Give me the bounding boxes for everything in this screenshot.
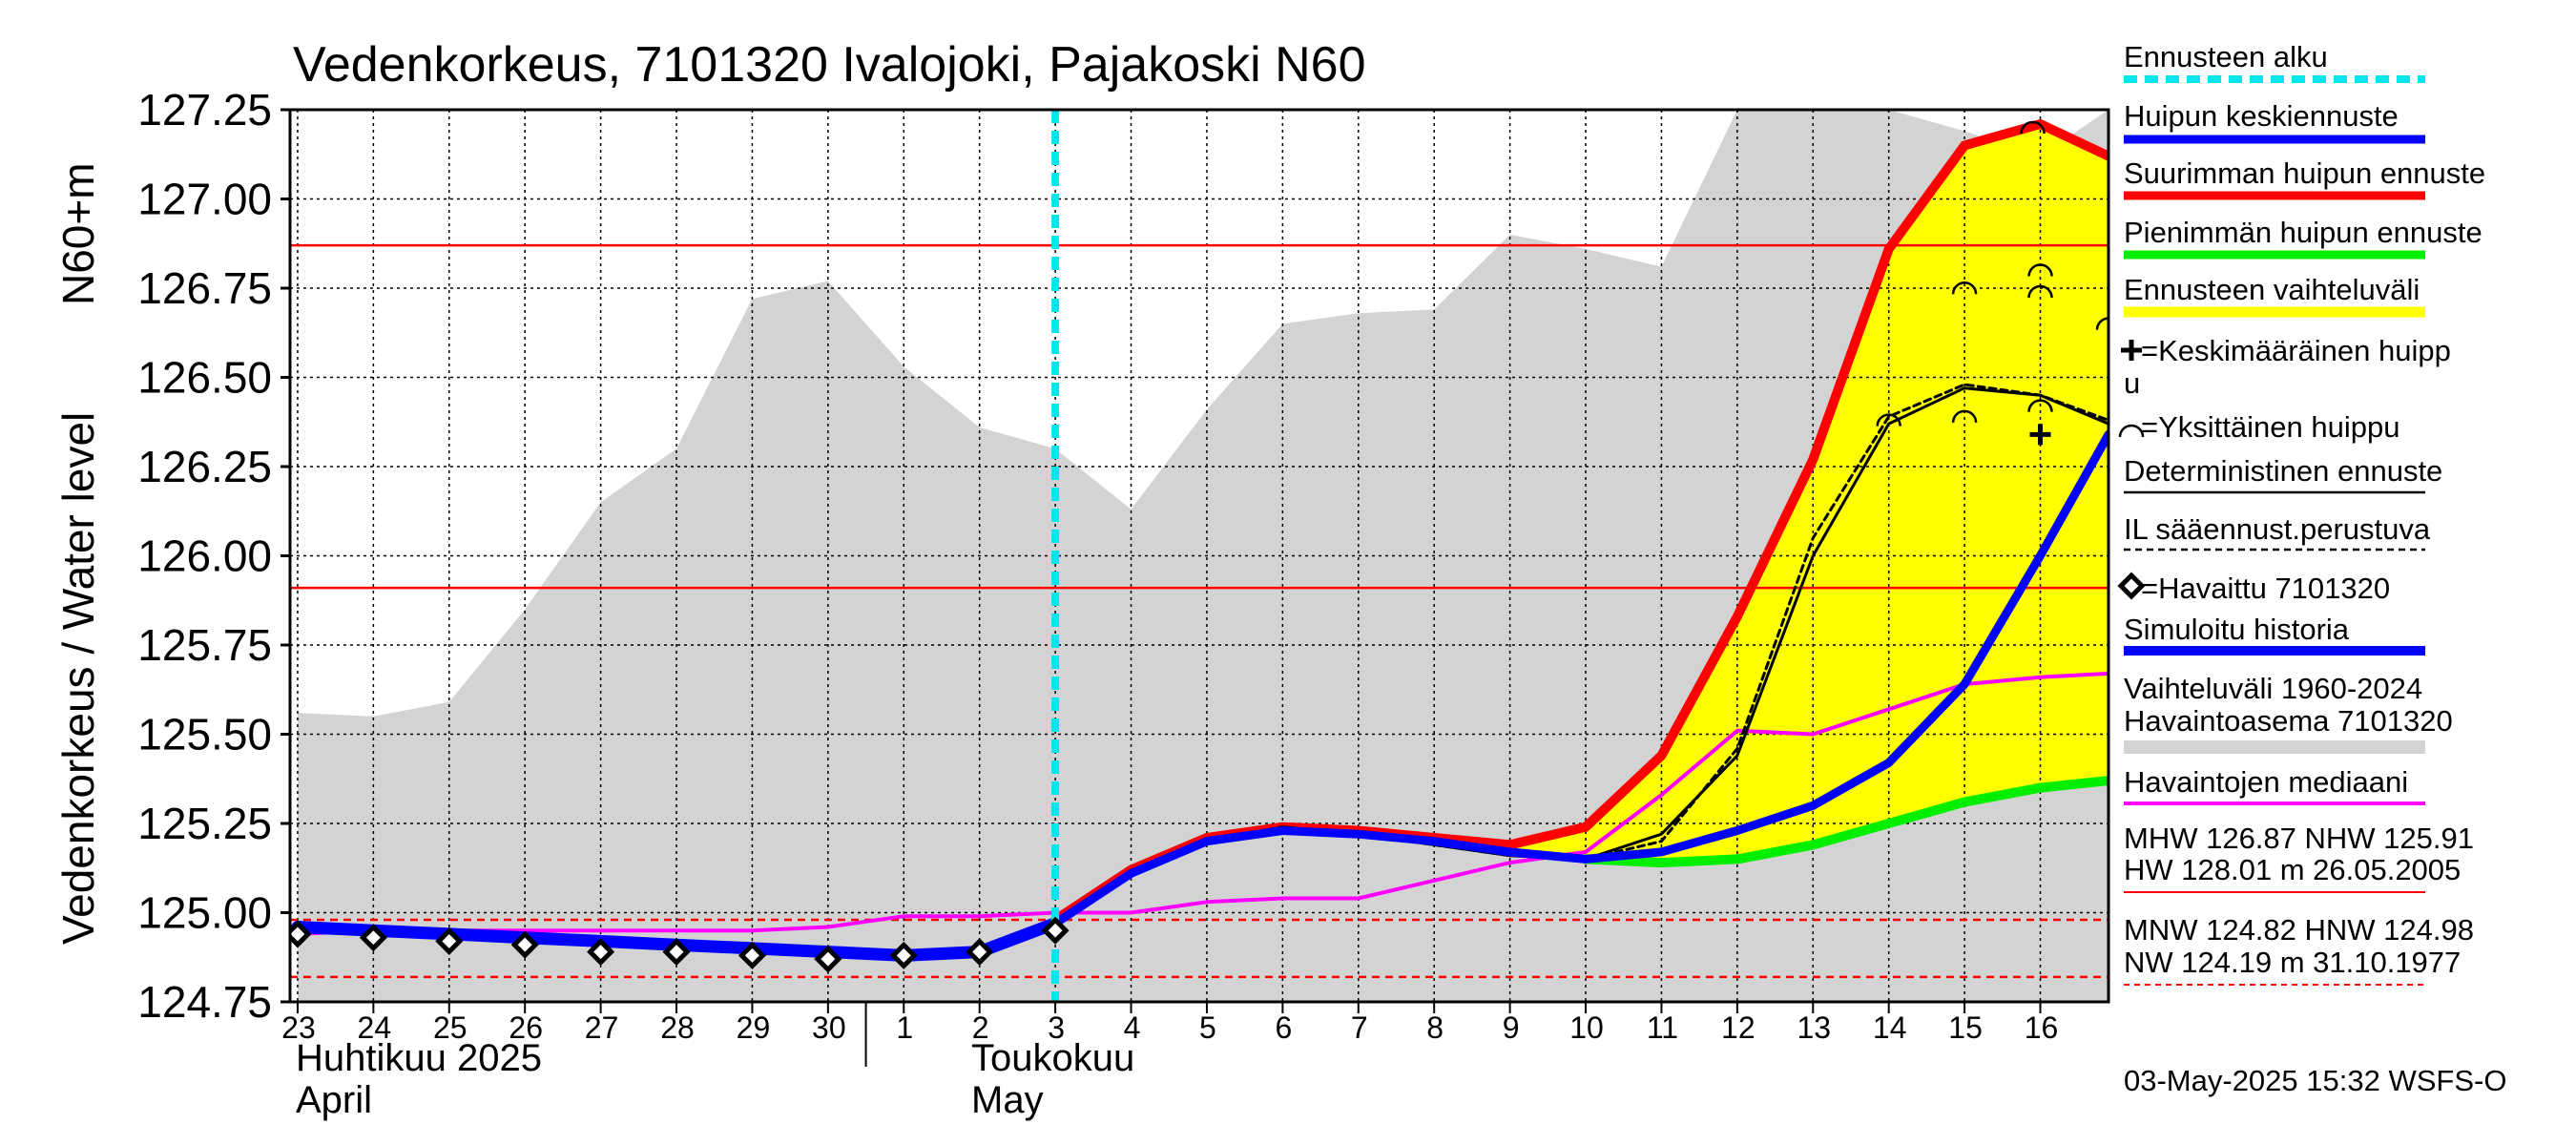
individual-peak-marker <box>2097 97 2120 109</box>
y-tick-label: 126.00 <box>137 531 272 581</box>
x-tick-label: 5 <box>1199 1010 1216 1045</box>
y-tick-label: 127.25 <box>137 85 272 135</box>
individual-peak-marker <box>2027 263 2053 277</box>
observed-point <box>889 941 918 969</box>
legend-label: Deterministinen ennuste <box>2124 454 2442 488</box>
x-tick-label: 8 <box>1426 1010 1444 1045</box>
legend-label: =Keskimääräinen huipp <box>2141 334 2451 367</box>
y-axis-label: Vedenkorkeus / Water level <box>53 412 103 945</box>
legend-individual-peak-marker <box>2118 424 2145 438</box>
x-tick-label: 30 <box>812 1010 846 1045</box>
x-tick-label: 13 <box>1797 1010 1831 1045</box>
axes: 124.75 125.00 125.25 125.50 125.75 126.00 126.… <box>137 85 2110 1121</box>
plot-area <box>290 97 2120 1002</box>
y-tick-label: 125.50 <box>137 710 272 760</box>
y-axis-unit-label: N60+m <box>53 162 103 305</box>
x-tick-label: 16 <box>2025 1010 2059 1045</box>
individual-peak-marker <box>2027 399 2053 412</box>
y-tick-label: 127.00 <box>137 175 272 224</box>
observed-point <box>662 938 691 967</box>
legend-label: Havaintoasema 7101320 <box>2124 704 2453 738</box>
legend-label: Simuloitu historia <box>2124 613 2350 646</box>
month-label-en: May <box>971 1079 1044 1121</box>
individual-peak-marker <box>1876 413 1901 427</box>
legend-label: Huipun keskiennuste <box>2124 99 2399 133</box>
x-tick-label: 10 <box>1569 1010 1604 1045</box>
x-tick-label: 7 <box>1351 1010 1368 1045</box>
legend-label: Ennusteen vaihteluväli <box>2124 273 2420 306</box>
legend: Ennusteen alku Huipun keskiennuste Suurimm… <box>2117 40 2485 986</box>
legend-label: MHW 126.87 NHW 125.91 <box>2124 822 2474 855</box>
x-tick-label: 29 <box>737 1010 771 1045</box>
x-tick-label: 25 <box>433 1010 467 1045</box>
legend-label: Vaihteluväli 1960-2024 <box>2124 672 2422 705</box>
y-tick-label: 126.25 <box>137 442 272 491</box>
mean-peak-marker <box>2029 424 2051 446</box>
individual-peak-marker <box>1951 409 1978 424</box>
observed-point <box>1041 916 1070 945</box>
timestamp-label: 03-May-2025 15:32 WSFS-O <box>2124 1064 2506 1097</box>
x-tick-label: 27 <box>585 1010 619 1045</box>
x-tick-label: 1 <box>896 1010 913 1045</box>
observed-point <box>587 938 615 967</box>
y-tick-label: 125.00 <box>137 888 272 938</box>
month-label-en: April <box>296 1079 372 1121</box>
legend-label: Ennusteen alku <box>2124 40 2328 73</box>
x-tick-label: 9 <box>1503 1010 1520 1045</box>
chart-title: Vedenkorkeus, 7101320 Ivalojoki, Pajakos… <box>293 37 1366 93</box>
observed-point <box>737 941 766 969</box>
legend-mean-peak-marker <box>2121 340 2142 361</box>
legend-label: MNW 124.82 HNW 124.98 <box>2124 913 2474 947</box>
legend-label: IL sääennust.perustuva <box>2124 512 2431 546</box>
individual-peak-marker <box>2027 284 2053 299</box>
x-tick-label: 14 <box>1873 1010 1907 1045</box>
legend-label: NW 124.19 m 31.10.1977 <box>2124 946 2461 979</box>
x-tick-label: 11 <box>1647 1010 1678 1045</box>
x-tick-label: 15 <box>1948 1010 1983 1045</box>
x-tick-label: 4 <box>1124 1010 1141 1045</box>
individual-peak-marker <box>1951 281 1978 295</box>
x-tick-label: 6 <box>1275 1010 1292 1045</box>
legend-label: =Havaittu 7101320 <box>2141 572 2390 605</box>
legend-label: Pienimmän huipun ennuste <box>2124 216 2483 249</box>
y-tick-label: 124.75 <box>137 977 272 1027</box>
individual-peak-marker <box>2095 317 2109 330</box>
individual-peak-marker <box>2020 120 2046 135</box>
series-huipun-keskiennuste <box>1050 429 2109 928</box>
observed-point <box>966 938 994 967</box>
y-tick-label: 125.75 <box>137 620 272 670</box>
y-tick-label: 125.25 <box>137 799 272 848</box>
legend-observed-marker <box>2117 572 2146 600</box>
observed-point <box>435 926 464 955</box>
legend-label: HW 128.01 m 26.05.2005 <box>2124 853 2461 886</box>
x-tick-label: 28 <box>660 1010 695 1045</box>
observed-point <box>510 930 539 959</box>
observed-point <box>359 924 387 952</box>
observed-point <box>814 945 842 973</box>
x-tick-label: 26 <box>509 1010 543 1045</box>
legend-swatch-history-range <box>2124 740 2425 754</box>
x-tick-label: 12 <box>1721 1010 1755 1045</box>
legend-label: Havaintojen mediaani <box>2124 765 2408 799</box>
y-tick-label: 126.50 <box>137 353 272 403</box>
month-label-fi: Huhtikuu 2025 <box>296 1037 542 1079</box>
series-havaintojen-mediaani <box>295 671 2109 936</box>
x-tick-label: 23 <box>281 1010 316 1045</box>
y-tick-label: 126.75 <box>137 263 272 313</box>
legend-label: =Yksittäinen huippu <box>2141 410 2399 444</box>
x-tick-label: 24 <box>358 1010 392 1045</box>
x-tick-label: 3 <box>1048 1010 1065 1045</box>
month-label-fi: Toukokuu <box>971 1037 1134 1079</box>
legend-label: u <box>2124 366 2140 400</box>
x-tick-label: 2 <box>972 1010 989 1045</box>
series-pienimm-n-huipun-ennuste <box>1581 776 2109 868</box>
legend-label: Suurimman huipun ennuste <box>2124 156 2485 190</box>
